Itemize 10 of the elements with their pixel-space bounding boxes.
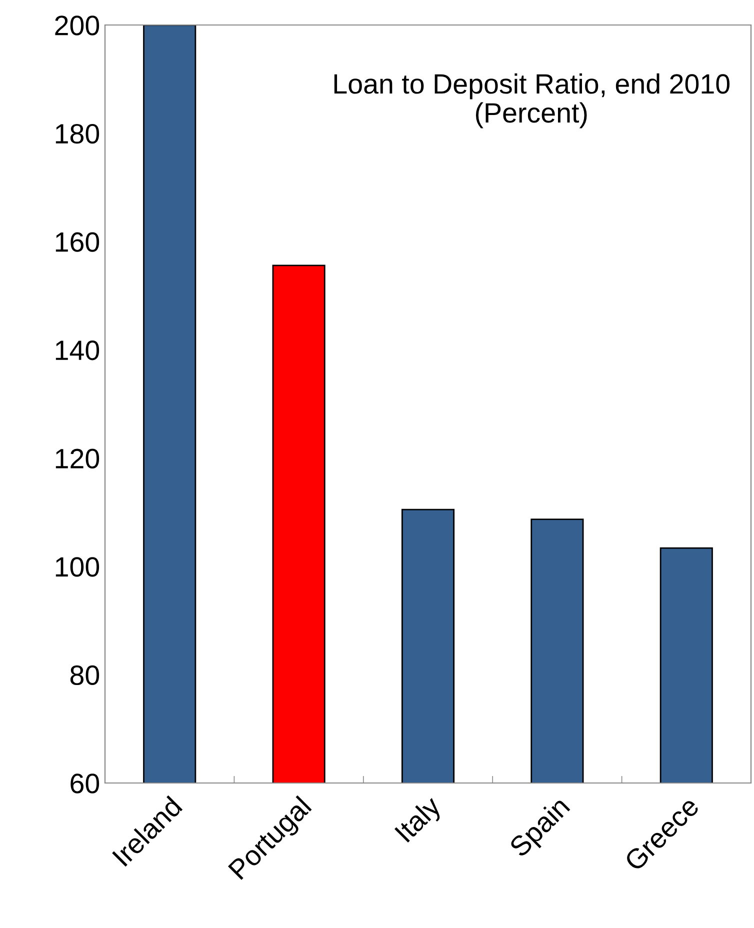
y-tick-label: 160 — [56, 232, 100, 252]
y-tick-label: 200 — [55, 16, 100, 36]
y-tick-label: 180 — [56, 124, 100, 144]
y-tick-label: 140 — [56, 340, 100, 360]
text: Loan to Deposit Ratio, end 2010 (Percent) — [334, 73, 730, 128]
y-tick-label: 80 — [70, 665, 100, 686]
y-tick-label: 100 — [56, 557, 100, 577]
x-tick-label: Italy — [394, 794, 446, 847]
y-tick-label: 120 — [56, 448, 100, 468]
y-tick-label: 60 — [70, 774, 100, 794]
